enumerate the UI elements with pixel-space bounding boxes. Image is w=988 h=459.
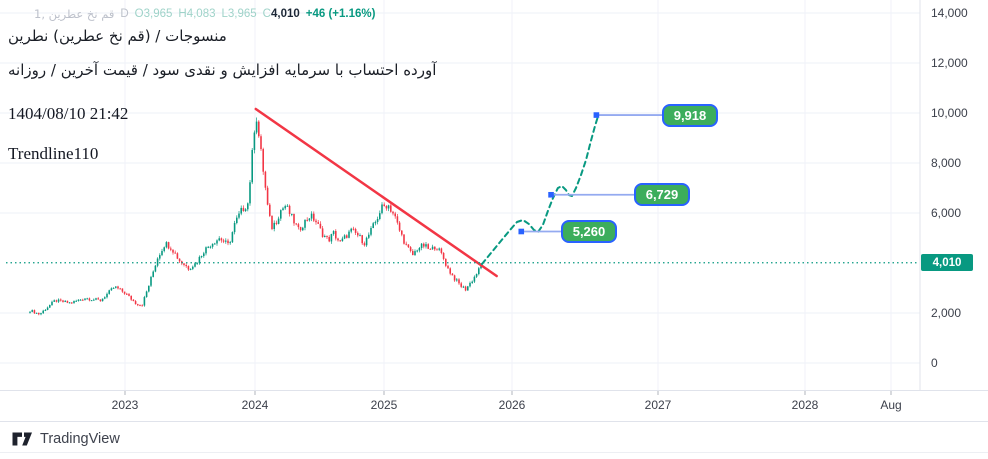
tradingview-attribution[interactable]: TradingView: [12, 431, 120, 447]
datetime-text: 1404/08/10 21:42: [8, 104, 129, 123]
time-axis-label: 2023: [111, 398, 139, 412]
close-value: C4,010: [262, 8, 300, 20]
time-axis-label: 2026: [498, 398, 526, 412]
change-value: +46 (+1.16%): [305, 8, 376, 20]
price-axis-label: 2,000: [931, 306, 962, 320]
current-price-badge: 4,010: [921, 254, 973, 272]
high-value: H4,083: [178, 8, 216, 20]
interval-label: D: [120, 8, 129, 20]
price-axis-label: 10,000: [931, 106, 968, 120]
time-axis-ticks: [124, 391, 892, 395]
candlestick-series: [29, 117, 482, 316]
indicator-name-text: Trendline110: [8, 144, 99, 163]
price-axis-label: 6,000: [931, 206, 962, 220]
symbol-name: 1, ‎عطرین ‎نخ ‎قم: [34, 7, 115, 21]
symbol-legend-row[interactable]: 1, ‎عطرین ‎نخ ‎قم D O3,965 H4,083 L3,965…: [34, 6, 375, 22]
bottom-divider: [0, 452, 988, 453]
tradingview-icon: [12, 432, 32, 446]
time-axis-label: 2025: [370, 398, 398, 412]
grid-lines: [0, 0, 920, 390]
time-axis-label: Aug: [880, 398, 902, 412]
price-target-label[interactable]: 5,260: [561, 220, 617, 243]
tradingview-logo-text: TradingView: [40, 431, 120, 447]
price-target-label[interactable]: 9,918: [662, 103, 718, 127]
target-connector-lines: [521, 114, 662, 233]
symbol-title-text: نطرین ‎(عطرین ‎نخ ‎قم) ‎/ ‎منسوجات: [8, 27, 227, 45]
time-axis-label: 2027: [644, 398, 672, 412]
open-value: O3,965: [134, 8, 173, 20]
price-axis-label: 12,000: [931, 56, 968, 70]
price-axis-label: 0: [931, 356, 938, 370]
projection-dashed-curve[interactable]: [481, 115, 600, 265]
trendline-drawing[interactable]: [254, 107, 498, 278]
price-axis-label: 14,000: [931, 6, 968, 20]
time-axis-label: 2028: [791, 398, 819, 412]
low-value: L3,965: [221, 8, 257, 20]
target-point-markers[interactable]: [518, 112, 600, 235]
footer-divider: [0, 421, 988, 422]
price-target-label[interactable]: 6,729: [634, 183, 690, 207]
chart-settings-text: روزانه ‎/ ‎آخرین ‎قیمت ‎/ ‎سود ‎نقدی ‎و …: [8, 61, 437, 79]
time-axis-label: 2024: [241, 398, 269, 412]
price-axis-label: 8,000: [931, 156, 962, 170]
